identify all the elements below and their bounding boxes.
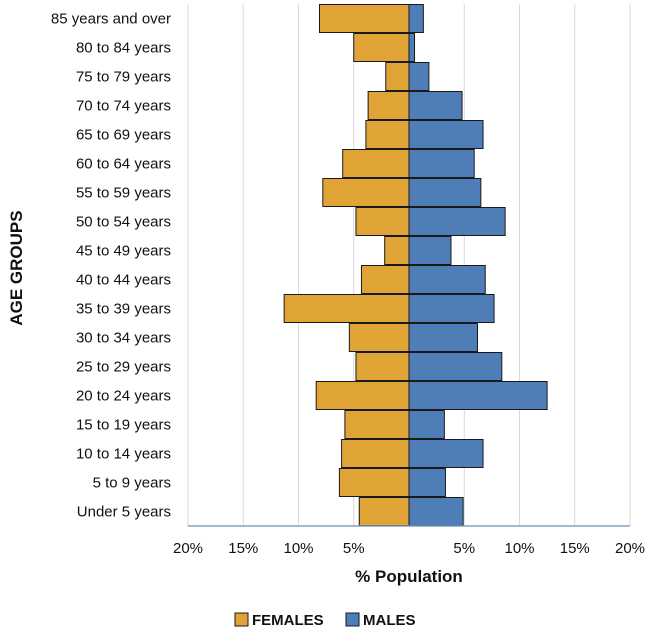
category-label: 20 to 24 years [76,388,171,405]
category-label: 75 to 79 years [76,69,171,86]
x-tick-label: 10% [504,540,534,557]
bar-males [408,497,464,526]
category-label: 80 to 84 years [76,40,171,57]
bar-males [408,439,484,468]
x-tick-label: 10% [283,540,313,557]
x-tick-label: 5% [343,540,365,557]
x-tick-label: 20% [173,540,203,557]
bar-males [408,265,486,294]
category-label: 35 to 39 years [76,301,171,318]
bar-males [408,149,475,178]
bar-males [408,4,424,33]
bar-males [408,323,479,352]
bar-females [358,497,410,526]
bar-males [408,468,446,497]
bar-females [342,149,410,178]
bar-females [384,236,410,265]
bar-females [341,439,410,468]
bar-females [344,410,410,439]
category-label: 50 to 54 years [76,214,171,231]
bar-females [315,381,410,410]
legend-swatch [345,612,360,627]
bar-males [408,381,548,410]
bar-males [408,178,482,207]
bar-females [385,62,410,91]
bar-females [318,4,410,33]
category-label: 25 to 29 years [76,359,171,376]
bar-males [408,62,430,91]
bar-males [408,294,495,323]
category-label: 60 to 64 years [76,156,171,173]
category-label: 55 to 59 years [76,185,171,202]
category-labels: 85 years and over 80 to 84 years 75 to 79 … [51,11,171,521]
bar-females [353,33,410,62]
x-tick-label: 20% [615,540,645,557]
bar-females [365,120,410,149]
bar-males [408,236,452,265]
bar-females [348,323,410,352]
bar-females [283,294,410,323]
bar-males [408,91,463,120]
y-axis-title: AGE GROUPS [7,210,26,325]
category-label: 10 to 14 years [76,446,171,463]
bar-males [408,33,416,62]
category-label: 85 years and over [51,11,171,28]
category-label: 5 to 9 years [93,475,171,492]
category-label: 15 to 19 years [76,417,171,434]
category-label: 45 to 49 years [76,243,171,260]
bar-males [408,352,503,381]
category-label: 70 to 74 years [76,98,171,115]
category-label: 40 to 44 years [76,272,171,289]
legend: FEMALES MALES [234,612,416,629]
category-label: 65 to 69 years [76,127,171,144]
category-label: Under 5 years [77,504,171,521]
bar-males [408,207,506,236]
legend-label: MALES [363,612,416,629]
bar-females [360,265,410,294]
bar-males [408,410,445,439]
bar-males [408,120,484,149]
bars-layer [283,4,548,526]
x-tick-label: 15% [228,540,258,557]
x-tick-label: 15% [560,540,590,557]
bar-females [355,207,410,236]
bar-females [338,468,410,497]
bar-females [322,178,410,207]
category-label: 30 to 34 years [76,330,171,347]
x-tick-labels: 20% 15% 10% 5% 5% 10% 15% 20% [173,540,645,557]
x-tick-label: 5% [453,540,475,557]
bar-females [367,91,410,120]
x-axis-title: % Population [355,567,463,586]
legend-swatch [234,612,249,627]
legend-label: FEMALES [252,612,324,629]
bar-females [355,352,410,381]
